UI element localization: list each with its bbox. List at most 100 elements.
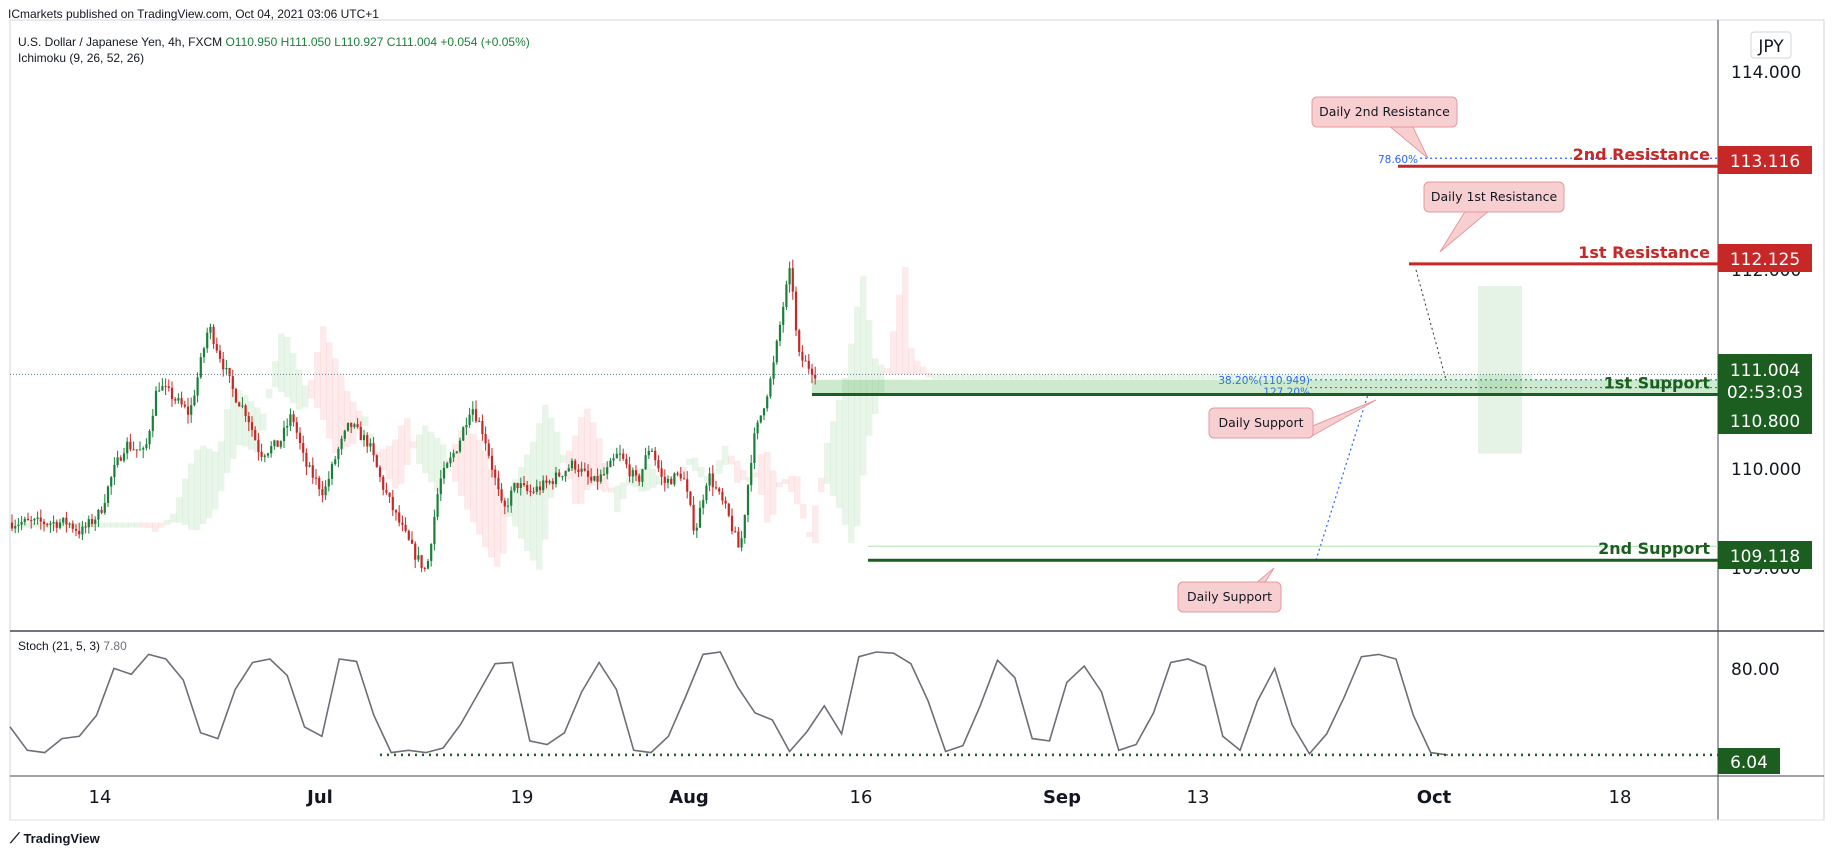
candle-body bbox=[548, 481, 551, 483]
candle-body bbox=[84, 526, 87, 528]
candle-body bbox=[228, 368, 231, 377]
candle-body bbox=[241, 405, 244, 407]
candle-body bbox=[420, 555, 423, 569]
kumo-segment bbox=[1088, 374, 1095, 380]
candle-body bbox=[142, 448, 145, 450]
kumo-segment bbox=[206, 448, 213, 518]
r2-callout-text: Daily 2nd Resistance bbox=[1319, 104, 1450, 119]
candle-body bbox=[724, 500, 727, 504]
s2-callout-text: Daily Support bbox=[1187, 589, 1272, 604]
time-axis[interactable]: 14 Jul 19 Aug 16 Sep 13 Oct 18 bbox=[89, 787, 1632, 808]
kumo-segment bbox=[962, 374, 969, 380]
candle-body bbox=[766, 396, 769, 409]
candle-body bbox=[209, 326, 212, 333]
candle-body bbox=[340, 438, 343, 449]
kumo-segment bbox=[524, 454, 531, 552]
symbol-name: U.S. Dollar / Japanese Yen, 4h, FXCM bbox=[18, 35, 223, 49]
candle-body bbox=[602, 474, 606, 476]
candle-body bbox=[212, 326, 215, 345]
kumo-segment bbox=[986, 374, 993, 380]
kumo-segment bbox=[998, 374, 1005, 380]
kumo-segment bbox=[1424, 374, 1431, 380]
kumo-segment bbox=[518, 467, 525, 539]
kumo-segment bbox=[632, 473, 639, 488]
candle-body bbox=[292, 414, 295, 423]
candle-body bbox=[74, 528, 78, 531]
candle-body bbox=[538, 486, 542, 491]
kumo-segment bbox=[692, 457, 699, 472]
s2-price-tag-text: 109.118 bbox=[1730, 547, 1800, 567]
kumo-segment bbox=[74, 522, 81, 528]
candle-body bbox=[769, 378, 772, 397]
kumo-segment bbox=[1244, 374, 1251, 380]
kumo-segment bbox=[254, 407, 261, 453]
candle-body bbox=[103, 502, 106, 513]
kumo-segment bbox=[920, 366, 927, 375]
kumo-segment bbox=[1322, 374, 1329, 380]
candle-body bbox=[484, 434, 487, 444]
candle-body bbox=[129, 441, 132, 450]
symbol-legend[interactable]: U.S. Dollar / Japanese Yen, 4h, FXCM O11… bbox=[18, 35, 530, 49]
candle-body bbox=[350, 422, 353, 427]
candle-body bbox=[647, 450, 650, 456]
r1-price-tag-text: 112.125 bbox=[1730, 250, 1800, 270]
s1-callout-text: Daily Support bbox=[1218, 415, 1303, 430]
candle-body bbox=[87, 519, 90, 528]
kumo-segment bbox=[1454, 374, 1461, 380]
kumo-segment bbox=[1256, 374, 1263, 380]
kumo-segment bbox=[992, 374, 999, 380]
kumo-segment bbox=[158, 522, 165, 528]
candle-body bbox=[254, 429, 257, 441]
time-tick: 13 bbox=[1187, 787, 1210, 808]
candle-body bbox=[590, 476, 593, 481]
candle-body bbox=[218, 350, 222, 359]
time-tick: 18 bbox=[1609, 787, 1632, 808]
candle-body bbox=[215, 344, 218, 351]
candle-body bbox=[759, 415, 762, 423]
candle-body bbox=[746, 485, 750, 515]
kumo-segment bbox=[1388, 374, 1395, 380]
kumo-segment bbox=[1370, 374, 1377, 380]
kumo-segment bbox=[758, 454, 765, 495]
candle-body bbox=[23, 518, 26, 523]
candle-body bbox=[660, 468, 663, 477]
currency-badge[interactable] bbox=[1750, 31, 1792, 59]
stoch-legend[interactable]: Stoch (21, 5, 3) 7.80 bbox=[18, 639, 127, 653]
kumo-segment bbox=[68, 522, 75, 528]
candle-body bbox=[30, 520, 33, 522]
kumo-segment bbox=[140, 522, 147, 528]
time-tick: Oct bbox=[1417, 787, 1452, 808]
candle-body bbox=[638, 475, 641, 482]
kumo-segment bbox=[458, 429, 465, 496]
kumo-segment bbox=[1364, 374, 1371, 380]
candle-body bbox=[314, 477, 318, 479]
candle-body bbox=[561, 476, 564, 478]
kumo-segment bbox=[230, 385, 237, 459]
candle-body bbox=[750, 462, 753, 486]
candle-body bbox=[385, 489, 388, 493]
fib-leg bbox=[1315, 394, 1369, 561]
candle-body bbox=[382, 476, 385, 490]
candle-body bbox=[94, 519, 97, 524]
ichimoku-legend[interactable]: Ichimoku (9, 26, 52, 26) bbox=[18, 51, 145, 65]
candle-body bbox=[785, 284, 788, 307]
kumo-segment bbox=[1166, 374, 1173, 380]
candle-body bbox=[324, 486, 327, 496]
tradingview-footer[interactable]: ⟋ TradingView bbox=[10, 830, 100, 847]
candle-body bbox=[298, 432, 302, 444]
kumo-segment bbox=[80, 522, 87, 528]
candle-body bbox=[14, 526, 17, 529]
candle-body bbox=[650, 450, 654, 452]
candle-body bbox=[65, 517, 68, 525]
candle-body bbox=[791, 268, 794, 292]
kumo-segment bbox=[1202, 374, 1209, 380]
tradingview-logo-icon: ⟋ bbox=[10, 830, 20, 846]
fib-leg bbox=[1415, 269, 1447, 380]
candle-body bbox=[490, 455, 494, 470]
candle-body bbox=[634, 470, 638, 476]
candle-body bbox=[55, 521, 58, 528]
candle-body bbox=[666, 478, 670, 483]
kumo-segment bbox=[620, 482, 627, 500]
candle-body bbox=[164, 386, 167, 388]
